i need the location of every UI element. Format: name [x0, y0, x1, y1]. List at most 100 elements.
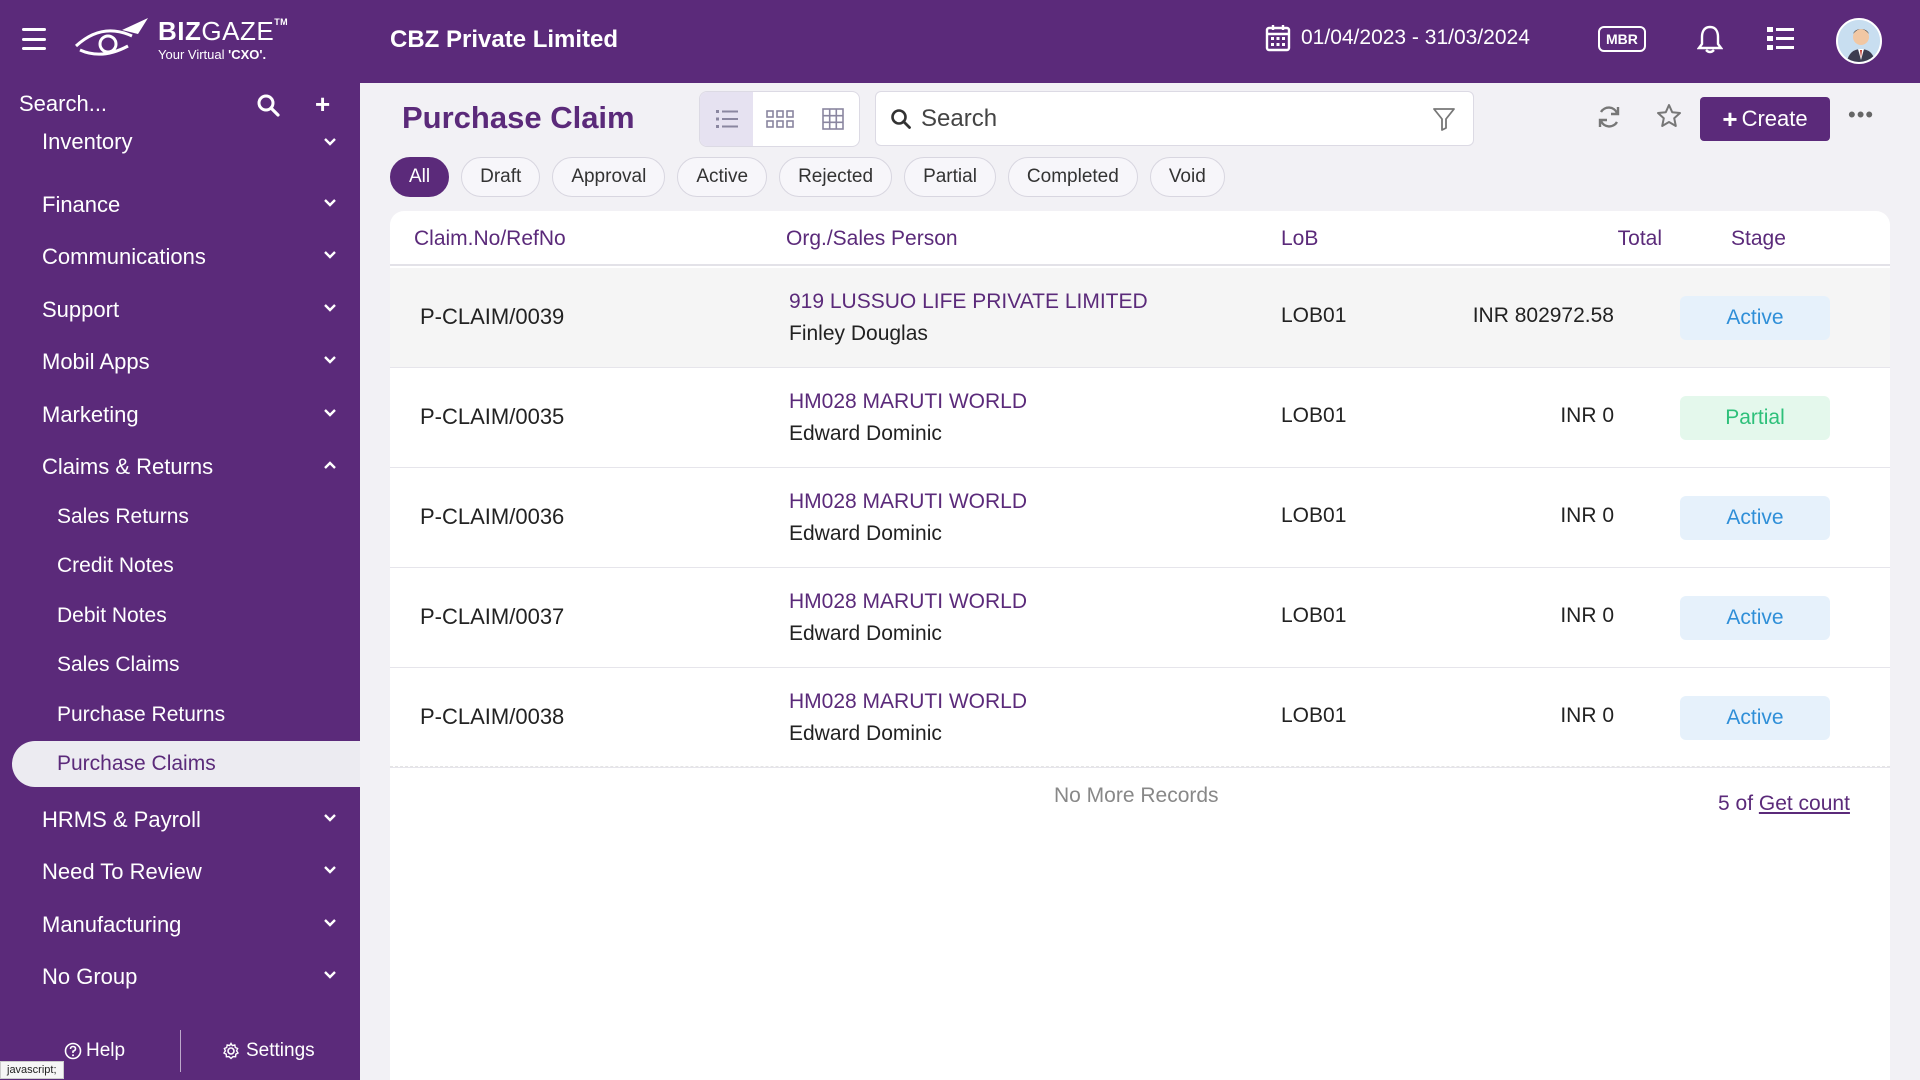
claim-number: P-CLAIM/0035 [420, 404, 565, 429]
record-count-prefix: 5 of [1718, 792, 1754, 815]
table-row[interactable]: P-CLAIM/0036 HM028 MARUTI WORLD Edward D… [390, 468, 1890, 568]
chevron-down-icon [324, 251, 336, 259]
date-range-picker[interactable]: 01/04/2023 - 31/03/2024 [1265, 24, 1530, 52]
sidebar-item-manufacturing[interactable]: Manufacturing [0, 902, 360, 948]
chevron-down-icon [324, 919, 336, 927]
sidebar-item-label: Communications [42, 244, 206, 269]
footer-divider [180, 1030, 181, 1072]
column-header-total[interactable]: Total [1617, 227, 1662, 250]
help-label: Help [86, 1040, 126, 1061]
filter-chip-partial[interactable]: Partial [904, 157, 996, 197]
search-bar [875, 91, 1474, 146]
settings-button[interactable]: Settings [222, 1040, 315, 1062]
help-icon [64, 1042, 82, 1060]
star-icon[interactable] [1655, 102, 1683, 130]
sidebar-subitem-debit-notes[interactable]: Debit Notes [0, 593, 360, 639]
table-row[interactable]: P-CLAIM/0038 HM028 MARUTI WORLD Edward D… [390, 668, 1890, 768]
menu-icon[interactable] [22, 28, 46, 50]
org-name-link[interactable]: 919 LUSSUO LIFE PRIVATE LIMITED [789, 290, 1148, 313]
lob-value: LOB01 [1281, 304, 1347, 327]
sidebar-subitem-purchase-returns[interactable]: Purchase Returns [0, 692, 360, 738]
column-header-org[interactable]: Org./Sales Person [786, 227, 958, 250]
settings-label: Settings [246, 1040, 315, 1061]
sidebar-item-no-group[interactable]: No Group [0, 954, 360, 1000]
sidebar-subitem-label: Purchase Claims [57, 752, 216, 775]
filter-chip-rejected[interactable]: Rejected [779, 157, 893, 197]
filter-chip-void[interactable]: Void [1149, 157, 1225, 197]
bizgaze-logo[interactable]: BIZGAZETM Your Virtual 'CXO'. [72, 16, 288, 62]
table-row[interactable]: P-CLAIM/0039 919 LUSSUO LIFE PRIVATE LIM… [390, 268, 1890, 368]
org-name-link[interactable]: HM028 MARUTI WORLD [789, 590, 1028, 613]
list-view-button[interactable] [700, 92, 753, 146]
sidebar-item-communications[interactable]: Communications [0, 234, 360, 280]
sidebar-item-label: HRMS & Payroll [42, 807, 201, 832]
help-button[interactable]: Help [64, 1040, 125, 1062]
sidebar-subitem-credit-notes[interactable]: Credit Notes [0, 543, 360, 589]
sidebar-subitem-sales-returns[interactable]: Sales Returns [0, 494, 360, 540]
claim-number: P-CLAIM/0038 [420, 704, 565, 729]
sidebar-item-mobil-apps[interactable]: Mobil Apps [0, 339, 360, 385]
status-badge: Active [1680, 496, 1830, 540]
card-view-button[interactable] [753, 92, 806, 146]
table-row[interactable]: P-CLAIM/0037 HM028 MARUTI WORLD Edward D… [390, 568, 1890, 668]
column-header-stage[interactable]: Stage [1731, 227, 1786, 250]
sidebar-item-label: Inventory [42, 129, 133, 154]
org-name-link[interactable]: HM028 MARUTI WORLD [789, 490, 1028, 513]
gear-icon [223, 1042, 239, 1060]
add-icon[interactable]: + [315, 89, 331, 119]
chevron-down-icon [324, 971, 336, 979]
sidebar-item-label: Marketing [42, 402, 139, 427]
sidebar-subitem-purchase-claims[interactable]: Purchase Claims [12, 741, 360, 787]
sidebar-subitem-label: Sales Returns [57, 505, 189, 528]
sidebar-item-finance[interactable]: Finance [0, 182, 360, 228]
sidebar-item-support[interactable]: Support [0, 287, 360, 333]
chevron-down-icon [324, 304, 336, 312]
task-list-icon[interactable] [1766, 24, 1796, 54]
sales-person: Finley Douglas [789, 322, 928, 345]
org-name-link[interactable]: HM028 MARUTI WORLD [789, 390, 1028, 413]
filter-chip-approval[interactable]: Approval [552, 157, 666, 197]
filter-chip-completed[interactable]: Completed [1007, 157, 1138, 197]
date-range-text: 01/04/2023 - 31/03/2024 [1301, 26, 1530, 49]
column-header-lob[interactable]: LoB [1281, 227, 1319, 250]
sidebar-item-marketing[interactable]: Marketing [0, 392, 360, 438]
record-count: 5 of Get count [1718, 792, 1850, 816]
sidebar-item-need-to-review[interactable]: Need To Review [0, 849, 360, 895]
grid-view-button[interactable] [806, 92, 859, 146]
refresh-icon[interactable] [1596, 104, 1622, 130]
sidebar-item-inventory[interactable]: Inventory [0, 127, 360, 167]
column-header-claim[interactable]: Claim.No/RefNo [414, 227, 566, 250]
mbr-badge[interactable]: MBR [1598, 26, 1646, 52]
filter-chip-draft[interactable]: Draft [461, 157, 541, 197]
sidebar-search-input[interactable]: Search... [19, 91, 108, 116]
filter-chip-active[interactable]: Active [677, 157, 768, 197]
sidebar-item-hrms-payroll[interactable]: HRMS & Payroll [0, 797, 360, 843]
logo-eye-icon [74, 18, 148, 56]
search-icon[interactable] [256, 93, 280, 117]
user-avatar[interactable] [1836, 18, 1882, 64]
create-button[interactable]: + Create [1700, 97, 1830, 141]
table-row[interactable]: P-CLAIM/0035 HM028 MARUTI WORLD Edward D… [390, 368, 1890, 468]
create-label: Create [1741, 106, 1808, 131]
org-name-link[interactable]: HM028 MARUTI WORLD [789, 690, 1028, 713]
sidebar-item-claims-returns[interactable]: Claims & Returns [0, 444, 360, 490]
chevron-down-icon [324, 814, 336, 822]
search-input[interactable] [921, 102, 1421, 136]
total-amount: INR 0 [1560, 504, 1614, 527]
company-name[interactable]: CBZ Private Limited [390, 26, 619, 53]
list-view-icon [715, 110, 738, 128]
view-toggle [699, 91, 860, 147]
more-options-icon[interactable]: ••• [1848, 102, 1875, 127]
sales-person: Edward Dominic [789, 522, 942, 545]
filter-chip-all[interactable]: All [390, 157, 450, 197]
get-count-link[interactable]: Get count [1758, 792, 1850, 815]
bell-icon[interactable] [1697, 24, 1723, 54]
sidebar-item-label: No Group [42, 964, 138, 989]
lob-value: LOB01 [1281, 704, 1347, 727]
top-bar: BIZGAZETM Your Virtual 'CXO'. CBZ Privat… [0, 0, 1920, 83]
filter-icon[interactable] [1432, 106, 1456, 132]
sales-person: Edward Dominic [789, 722, 942, 745]
chevron-down-icon [324, 199, 336, 207]
sidebar-item-label: Claims & Returns [42, 454, 214, 479]
sidebar-subitem-sales-claims[interactable]: Sales Claims [0, 642, 360, 688]
